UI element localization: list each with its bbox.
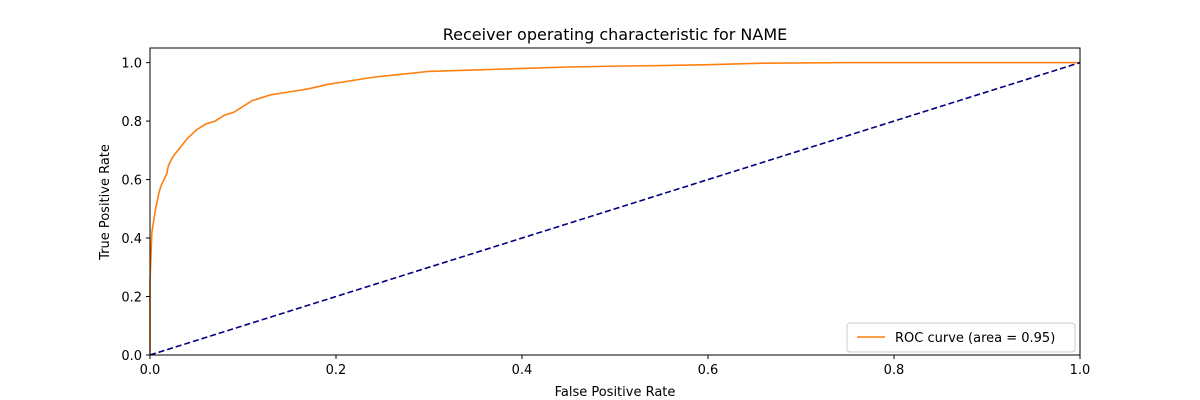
- plot-area: 0.0 0.2 0.4 0.6 0.8 1.0 0.0 0.2 0.4 0.6 0.8 1.0: [121, 47, 1091, 378]
- x-tick-label: 0.0: [140, 363, 161, 378]
- y-axis-label: True Positive Rate: [98, 144, 113, 261]
- x-tick-label: 0.4: [512, 363, 533, 378]
- y-tick-label: 0.8: [121, 115, 142, 130]
- x-tick-label: 0.2: [326, 363, 347, 378]
- legend-label: ROC curve (area = 0.95): [895, 331, 1055, 346]
- y-tick-label: 0.0: [121, 349, 142, 364]
- y-tick-label: 0.6: [121, 174, 142, 189]
- roc-curve-line: [149, 61, 1080, 355]
- x-tick-label: 1.0: [1070, 363, 1091, 378]
- x-axis-label: False Positive Rate: [555, 385, 676, 400]
- x-tick-label: 0.6: [698, 363, 719, 378]
- y-tick-label: 1.0: [121, 57, 142, 72]
- y-tick-label: 0.4: [121, 232, 142, 247]
- legend-box: [846, 322, 1076, 353]
- plot-frame: [149, 47, 1081, 356]
- legend: ROC curve (area = 0.95): [846, 322, 1076, 353]
- chart-title: Receiver operating characteristic for NA…: [443, 25, 788, 44]
- x-tick-label: 0.8: [884, 363, 905, 378]
- y-tick-label: 0.2: [121, 291, 142, 306]
- chance-diagonal-line: [149, 61, 1081, 356]
